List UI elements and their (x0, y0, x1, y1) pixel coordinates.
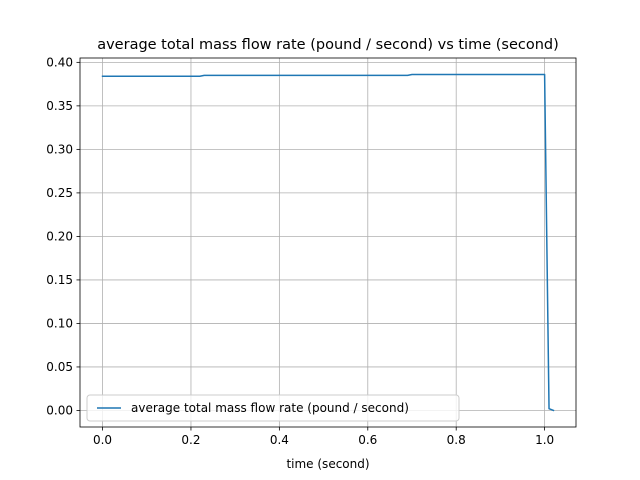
y-tick-label: 0.35 (46, 99, 73, 113)
x-axis-label: time (second) (286, 457, 369, 471)
series-line (101, 73, 555, 412)
x-tick-label: 0.4 (270, 433, 289, 447)
y-tick-label: 0.20 (46, 229, 73, 243)
x-tick-label: 0.8 (447, 433, 466, 447)
y-tick-label: 0.00 (46, 403, 73, 417)
y-tick-label: 0.40 (46, 55, 73, 69)
legend-label: average total mass flow rate (pound / se… (131, 401, 409, 415)
x-tick-label: 0.6 (358, 433, 377, 447)
grid (80, 58, 576, 427)
legend: average total mass flow rate (pound / se… (86, 394, 460, 422)
plot-frame (79, 57, 577, 428)
legend-box (86, 394, 460, 422)
y-tick-label: 0.15 (46, 273, 73, 287)
x-axis-ticks: 0.0 0.2 0.4 0.6 0.8 1.0 (93, 427, 554, 447)
x-tick-label: 0.0 (93, 433, 112, 447)
y-tick-label: 0.25 (46, 186, 73, 200)
chart-title: average total mass flow rate (pound / se… (97, 37, 559, 53)
y-tick-label: 0.30 (46, 142, 73, 156)
x-tick-label: 1.0 (535, 433, 554, 447)
series-layer (101, 73, 555, 412)
y-axis-ticks: 0.00 0.05 0.10 0.15 0.20 0.25 0.30 0.35 0.40 (46, 55, 80, 417)
x-tick-label: 0.2 (181, 433, 200, 447)
y-tick-label: 0.05 (46, 360, 73, 374)
y-tick-label: 0.10 (46, 316, 73, 330)
